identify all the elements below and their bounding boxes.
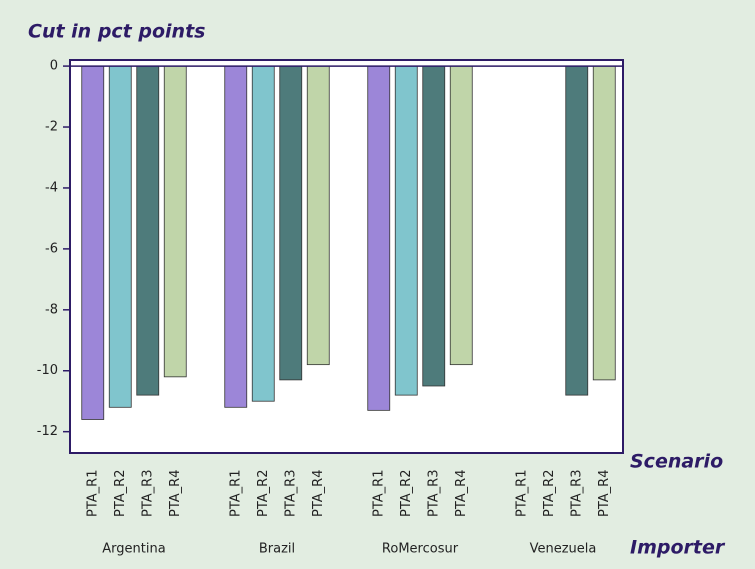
y-tick-label: -8 <box>45 302 58 317</box>
scenario-title: Scenario <box>630 451 723 473</box>
scenario-label: PTA_R4 <box>311 470 326 517</box>
y-tick-label: -4 <box>45 180 58 195</box>
x-axis-title: Importer <box>630 537 726 559</box>
scenario-label: PTA_R1 <box>514 470 529 517</box>
plot-area <box>69 59 624 454</box>
x-tick-label: Venezuela <box>530 542 597 557</box>
bar <box>422 65 446 387</box>
bar <box>108 65 132 408</box>
scenario-label: PTA_R4 <box>454 470 469 517</box>
scenario-label: PTA_R1 <box>371 470 386 517</box>
bar <box>136 65 160 396</box>
scenario-label: PTA_R4 <box>168 470 183 517</box>
scenario-label: PTA_R3 <box>140 470 155 517</box>
y-tick-label: 0 <box>50 59 58 74</box>
scenario-label: PTA_R1 <box>228 470 243 517</box>
bar <box>394 65 418 396</box>
scenario-label: PTA_R4 <box>597 470 612 517</box>
x-tick-label: Argentina <box>102 542 165 557</box>
scenario-label: PTA_R2 <box>256 470 271 517</box>
bar <box>449 65 473 366</box>
x-tick-label: RoMercosur <box>382 542 459 557</box>
y-tick-label: -6 <box>45 241 58 256</box>
scenario-label: PTA_R2 <box>542 470 557 517</box>
y-tick-label: -12 <box>37 424 58 439</box>
scenario-label: PTA_R3 <box>283 470 298 517</box>
bar <box>279 65 303 381</box>
x-tick-label: Brazil <box>259 542 295 557</box>
y-tick-label: -10 <box>37 363 58 378</box>
bar <box>224 65 248 408</box>
y-tick-label: -2 <box>45 120 58 135</box>
bar <box>367 65 391 411</box>
scenario-label: PTA_R2 <box>113 470 128 517</box>
bar <box>163 65 187 378</box>
bar <box>251 65 275 402</box>
scenario-label: PTA_R3 <box>426 470 441 517</box>
bar <box>565 65 589 396</box>
scenario-label: PTA_R3 <box>569 470 584 517</box>
bar <box>592 65 616 381</box>
bar <box>81 65 105 420</box>
y-axis-title: Cut in pct points <box>28 21 205 43</box>
bar <box>306 65 330 366</box>
scenario-label: PTA_R2 <box>399 470 414 517</box>
scenario-label: PTA_R1 <box>85 470 100 517</box>
